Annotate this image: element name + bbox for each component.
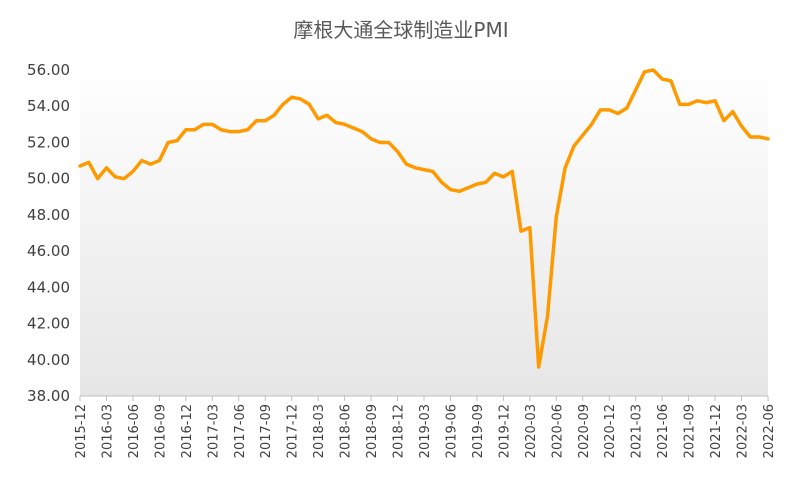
y-axis: 38.00 40.00 42.00 44.00 46.00 48.00 50.00 52.00…	[27, 61, 70, 405]
x-tick-label: 2021-03	[630, 404, 645, 458]
x-tick-label: 2020-03	[524, 404, 539, 458]
x-tick-label: 2017-06	[233, 404, 248, 458]
y-tick-label: 48.00	[27, 206, 70, 224]
series-line	[78, 68, 770, 369]
x-tick-label: 2020-12	[603, 404, 618, 458]
x-tick-label: 2017-03	[206, 404, 221, 458]
y-tick-label: 50.00	[27, 170, 70, 188]
x-tick-label: 2016-03	[100, 404, 115, 458]
y-tick-label: 56.00	[27, 61, 70, 79]
x-tick-label: 2020-09	[577, 404, 592, 458]
x-tick-label: 2020-06	[550, 404, 565, 458]
y-tick-label: 44.00	[27, 278, 70, 296]
x-tick-label: 2019-09	[471, 404, 486, 458]
x-tick-label: 2021-12	[709, 404, 724, 458]
x-tick-label: 2017-12	[286, 404, 301, 458]
y-tick-label: 40.00	[27, 351, 70, 369]
x-tick-label: 2019-06	[444, 404, 459, 458]
x-tick-label: 2022-03	[736, 404, 751, 458]
x-tick-label: 2015-12	[74, 404, 89, 458]
x-tick-label: 2018-09	[365, 404, 380, 458]
x-axis: 2015-12 2016-03 2016-06 2016-09 2016-12 2017-…	[74, 396, 777, 458]
y-tick-label: 52.00	[27, 133, 70, 151]
x-tick-label: 2021-06	[656, 404, 671, 458]
plot-area	[80, 64, 768, 396]
y-tick-label: 46.00	[27, 242, 70, 260]
x-tick-label: 2022-06	[762, 404, 777, 458]
x-tick-label: 2019-12	[497, 404, 512, 458]
y-tick-label: 38.00	[27, 387, 70, 405]
x-tick-label: 2021-09	[683, 404, 698, 458]
chart-title: 摩根大通全球制造业PMI	[293, 18, 509, 42]
x-tick-label: 2018-03	[312, 404, 327, 458]
y-tick-label: 42.00	[27, 315, 70, 333]
x-tick-label: 2018-06	[339, 404, 354, 458]
x-tick-label: 2016-09	[153, 404, 168, 458]
x-tick-label: 2016-12	[180, 404, 195, 458]
x-tick-label: 2019-03	[418, 404, 433, 458]
x-tick-label: 2018-12	[392, 404, 407, 458]
y-tick-label: 54.00	[27, 97, 70, 115]
x-tick-label: 2017-09	[259, 404, 274, 458]
x-tick-label: 2016-06	[127, 404, 142, 458]
